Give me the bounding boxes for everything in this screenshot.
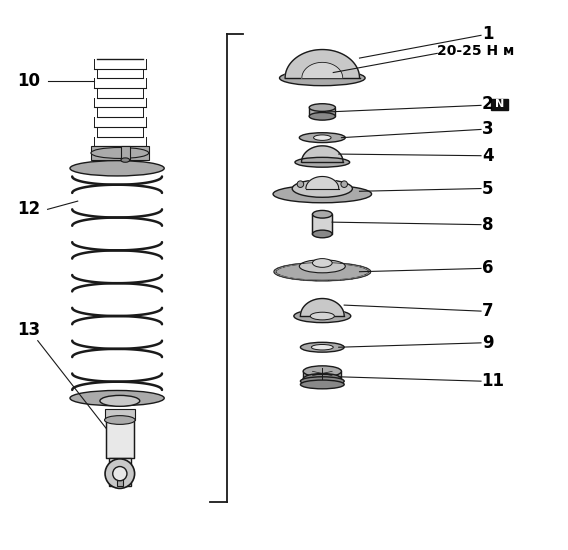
Polygon shape [293, 263, 304, 265]
Bar [109, 458, 131, 486]
Polygon shape [352, 277, 361, 279]
FancyBboxPatch shape [491, 99, 508, 110]
Polygon shape [361, 275, 367, 277]
Ellipse shape [310, 312, 335, 320]
Bar [121, 146, 130, 160]
Bar [91, 146, 149, 160]
Polygon shape [284, 265, 293, 266]
Ellipse shape [299, 260, 345, 273]
Polygon shape [352, 265, 361, 266]
Text: 2: 2 [482, 95, 494, 113]
Ellipse shape [294, 310, 351, 323]
Text: 8: 8 [482, 216, 494, 234]
Ellipse shape [303, 366, 341, 377]
Ellipse shape [295, 157, 350, 167]
Text: 7: 7 [482, 302, 494, 320]
Text: 12: 12 [17, 200, 40, 218]
Polygon shape [300, 299, 344, 316]
Polygon shape [284, 277, 293, 279]
Ellipse shape [91, 147, 149, 158]
Bar [303, 371, 341, 379]
Ellipse shape [300, 380, 344, 389]
Text: 6: 6 [482, 260, 494, 277]
Polygon shape [361, 266, 367, 268]
Text: 11: 11 [481, 372, 504, 390]
Text: 13: 13 [17, 321, 40, 339]
Ellipse shape [300, 342, 344, 352]
Ellipse shape [311, 344, 333, 350]
Ellipse shape [279, 70, 365, 86]
Ellipse shape [312, 230, 332, 238]
Text: 3: 3 [482, 120, 494, 139]
Bar [106, 420, 133, 458]
Ellipse shape [100, 395, 140, 406]
Polygon shape [274, 271, 276, 273]
Bar [116, 474, 123, 486]
Polygon shape [274, 273, 278, 275]
Text: 20-25 Н м: 20-25 Н м [437, 43, 515, 58]
Bar [309, 108, 336, 116]
Ellipse shape [121, 158, 130, 162]
Ellipse shape [309, 113, 336, 120]
Ellipse shape [314, 135, 331, 140]
Ellipse shape [273, 185, 371, 203]
Ellipse shape [292, 180, 352, 197]
Circle shape [112, 466, 127, 481]
Ellipse shape [105, 416, 135, 425]
Text: 1: 1 [482, 25, 494, 43]
Text: 10: 10 [17, 72, 40, 90]
Text: N: N [495, 99, 504, 109]
Polygon shape [285, 50, 360, 78]
Ellipse shape [70, 161, 164, 176]
Polygon shape [341, 279, 352, 280]
Polygon shape [293, 279, 304, 280]
Ellipse shape [309, 104, 336, 112]
Ellipse shape [299, 133, 345, 142]
Polygon shape [367, 273, 370, 275]
Ellipse shape [303, 373, 341, 384]
Ellipse shape [70, 390, 164, 406]
Polygon shape [274, 268, 278, 271]
Polygon shape [341, 263, 352, 265]
Ellipse shape [312, 258, 332, 267]
Ellipse shape [312, 211, 332, 218]
Ellipse shape [300, 377, 344, 386]
Polygon shape [306, 177, 339, 189]
Bar [312, 214, 332, 234]
Polygon shape [302, 62, 343, 78]
Polygon shape [278, 266, 284, 268]
Circle shape [105, 459, 135, 488]
Circle shape [341, 181, 348, 188]
Bar [105, 409, 135, 420]
Polygon shape [302, 146, 343, 162]
Ellipse shape [276, 263, 369, 280]
Text: 4: 4 [482, 147, 494, 164]
Circle shape [297, 181, 304, 188]
Polygon shape [367, 268, 370, 271]
Polygon shape [278, 275, 284, 277]
Polygon shape [369, 271, 371, 273]
Text: 5: 5 [482, 179, 494, 197]
Text: 9: 9 [482, 334, 494, 352]
